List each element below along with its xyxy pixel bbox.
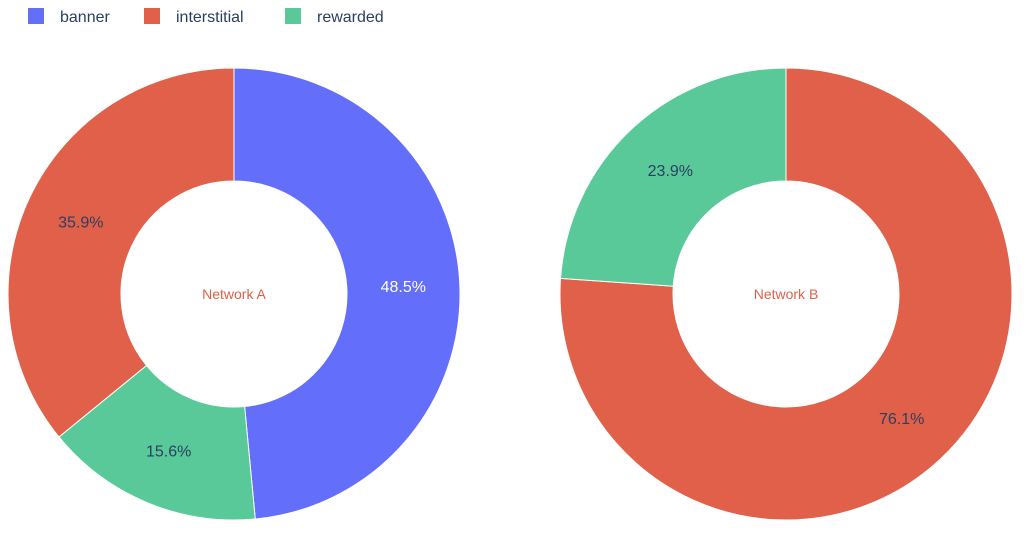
slice-network-b-rewarded[interactable] bbox=[560, 67, 787, 287]
donut-network-a: 48.5% 15.6% 35.9% Network A bbox=[7, 67, 461, 521]
slice-label-network-a-banner: 48.5% bbox=[381, 279, 426, 296]
slice-label-network-b-rewarded: 23.9% bbox=[648, 163, 693, 180]
legend-swatch-rewarded[interactable] bbox=[285, 8, 301, 24]
slice-network-a-interstitial[interactable] bbox=[7, 67, 235, 438]
slice-label-network-a-interstitial: 35.9% bbox=[58, 214, 103, 231]
slice-label-network-a-rewarded: 15.6% bbox=[146, 443, 191, 460]
legend-swatch-interstitial[interactable] bbox=[144, 8, 160, 24]
legend-label-rewarded[interactable]: rewarded bbox=[317, 9, 384, 26]
legend-label-banner[interactable]: banner bbox=[60, 9, 110, 26]
donut-network-b: 76.1% 23.9% Network B bbox=[559, 67, 1013, 521]
center-label-network-a: Network A bbox=[202, 286, 266, 302]
slice-network-a-rewarded[interactable] bbox=[58, 364, 256, 521]
legend-swatch-banner[interactable] bbox=[28, 8, 44, 24]
slice-network-a-banner[interactable] bbox=[233, 67, 461, 520]
legend-label-interstitial[interactable]: interstitial bbox=[176, 9, 244, 26]
slice-label-network-b-interstitial: 76.1% bbox=[879, 411, 924, 428]
slice-network-b-interstitial[interactable] bbox=[559, 67, 1013, 521]
legend: banner interstitial rewarded bbox=[28, 8, 384, 26]
center-label-network-b: Network B bbox=[754, 286, 819, 302]
